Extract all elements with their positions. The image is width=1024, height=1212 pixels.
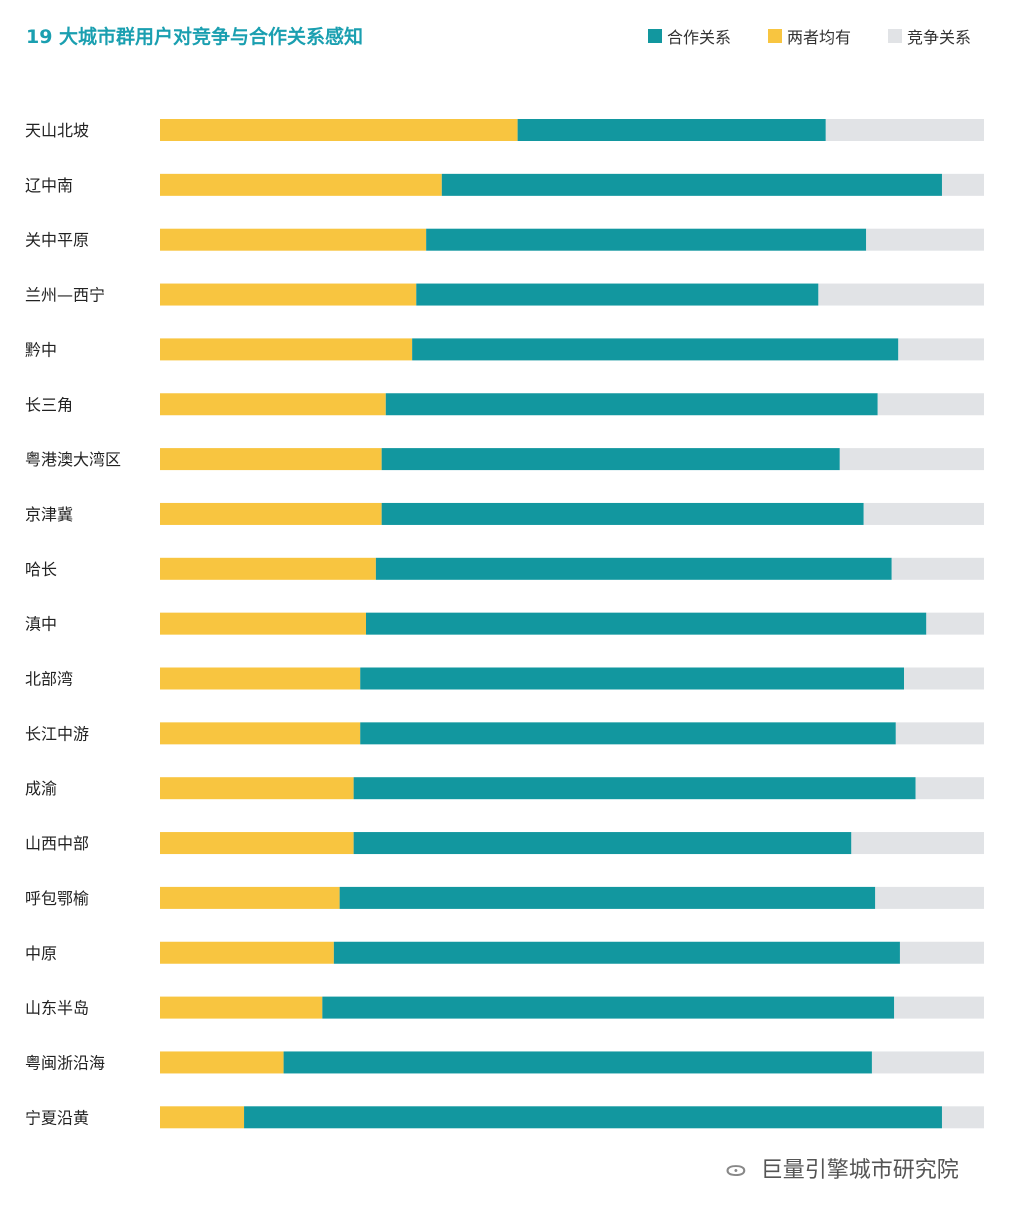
bar-segment-both xyxy=(160,173,442,196)
bar-segment-competition xyxy=(866,228,984,251)
wechat-icon: ᯣ xyxy=(725,1157,747,1182)
watermark-text: 巨量引擎城市研究院 xyxy=(760,1158,959,1183)
legend-swatch xyxy=(648,29,662,43)
bar-segment-cooperation xyxy=(426,228,867,251)
bar-segment-competition xyxy=(894,996,984,1019)
bar-segment-both xyxy=(160,777,354,800)
bar-segment-both xyxy=(160,502,382,525)
bar-segment-cooperation xyxy=(381,502,864,525)
bar-segment-cooperation xyxy=(360,667,905,690)
bar-segment-both xyxy=(160,886,340,909)
bar-segment-both xyxy=(160,393,386,416)
category-label: 呼包鄂榆 xyxy=(25,889,89,908)
bar-segment-competition xyxy=(941,1106,984,1129)
category-label: 兰州—西宁 xyxy=(25,286,105,305)
bar-segment-cooperation xyxy=(517,119,826,141)
bar-segment-cooperation xyxy=(353,832,852,855)
bar-segment-both xyxy=(160,119,518,141)
bar-segment-cooperation xyxy=(244,1106,942,1129)
bar-segment-cooperation xyxy=(283,1051,872,1074)
bar-segment-competition xyxy=(839,448,984,471)
bar-segment-competition xyxy=(898,338,984,361)
legend-label: 竞争关系 xyxy=(907,28,972,47)
bar-segment-competition xyxy=(926,612,984,635)
bar-segment-competition xyxy=(941,173,984,196)
legend-swatch xyxy=(768,29,782,43)
bar-segment-both xyxy=(160,941,334,964)
bar-segment-cooperation xyxy=(322,996,895,1019)
bar-segment-competition xyxy=(825,119,984,141)
bar-segment-cooperation xyxy=(366,612,927,635)
category-label: 宁夏沿黄 xyxy=(25,1108,89,1127)
chart-title: 19 大城市群用户对竞争与合作关系感知 xyxy=(26,26,364,48)
watermark: ᯣ 巨量引擎城市研究院 xyxy=(725,1152,959,1184)
category-label: 成渝 xyxy=(25,779,57,798)
bar-segment-competition xyxy=(818,283,984,306)
bar-segment-both xyxy=(160,557,376,580)
bar-segment-both xyxy=(160,1051,284,1074)
category-label: 关中平原 xyxy=(25,231,89,250)
bar-segment-cooperation xyxy=(339,886,876,909)
bar-segment-cooperation xyxy=(375,557,892,580)
bar-segment-competition xyxy=(891,557,984,580)
bar-segment-competition xyxy=(899,941,984,964)
category-label: 粤闽浙沿海 xyxy=(25,1053,105,1072)
legend-item-competition: 竞争关系 xyxy=(888,24,971,48)
bar-segment-cooperation xyxy=(412,338,899,361)
category-label: 天山北坡 xyxy=(25,121,89,140)
bar-segment-both xyxy=(160,228,427,251)
legend-label: 两者均有 xyxy=(787,28,852,47)
bar-segment-both xyxy=(160,283,417,306)
bar-segment-competition xyxy=(895,722,984,745)
legend-label: 合作关系 xyxy=(667,28,732,47)
bar-segment-both xyxy=(160,832,354,855)
bar-segment-competition xyxy=(851,832,984,855)
category-label: 滇中 xyxy=(25,615,57,634)
bar-segment-cooperation xyxy=(333,941,900,964)
bar-segment-cooperation xyxy=(360,722,896,745)
legend-swatch xyxy=(888,29,902,43)
category-label: 中原 xyxy=(25,944,57,963)
category-label: 山西中部 xyxy=(25,834,89,853)
category-label: 北部湾 xyxy=(25,670,73,689)
bar-segment-both xyxy=(160,722,361,745)
bar-segment-cooperation xyxy=(381,448,840,471)
bar-segment-competition xyxy=(915,777,984,800)
legend-item-cooperation: 合作关系 xyxy=(648,24,731,48)
category-label: 长三角 xyxy=(25,395,73,414)
bar-segment-cooperation xyxy=(353,777,916,800)
bar-segment-cooperation xyxy=(441,173,942,196)
category-label: 哈长 xyxy=(25,560,57,579)
bar-segment-both xyxy=(160,612,366,635)
bar-segment-cooperation xyxy=(416,283,819,306)
bar-segment-both xyxy=(160,996,323,1019)
bar-segment-both xyxy=(160,448,382,471)
category-label: 长江中游 xyxy=(25,724,89,743)
category-label: 京津冀 xyxy=(25,505,73,524)
bar-segment-both xyxy=(160,667,361,690)
bar-segment-competition xyxy=(875,886,984,909)
bar-segment-competition xyxy=(863,502,984,525)
bar-segment-competition xyxy=(904,667,984,690)
bar-segment-competition xyxy=(877,393,984,416)
category-label: 粤港澳大湾区 xyxy=(25,450,121,469)
bar-segment-both xyxy=(160,338,413,361)
category-label: 山东半岛 xyxy=(25,999,89,1018)
bar-segment-competition xyxy=(871,1051,984,1074)
category-label: 黔中 xyxy=(25,340,57,359)
category-label: 辽中南 xyxy=(25,176,73,195)
legend-item-both: 两者均有 xyxy=(768,24,851,48)
bar-segment-cooperation xyxy=(385,393,878,416)
bar-segment-both xyxy=(160,1106,245,1129)
